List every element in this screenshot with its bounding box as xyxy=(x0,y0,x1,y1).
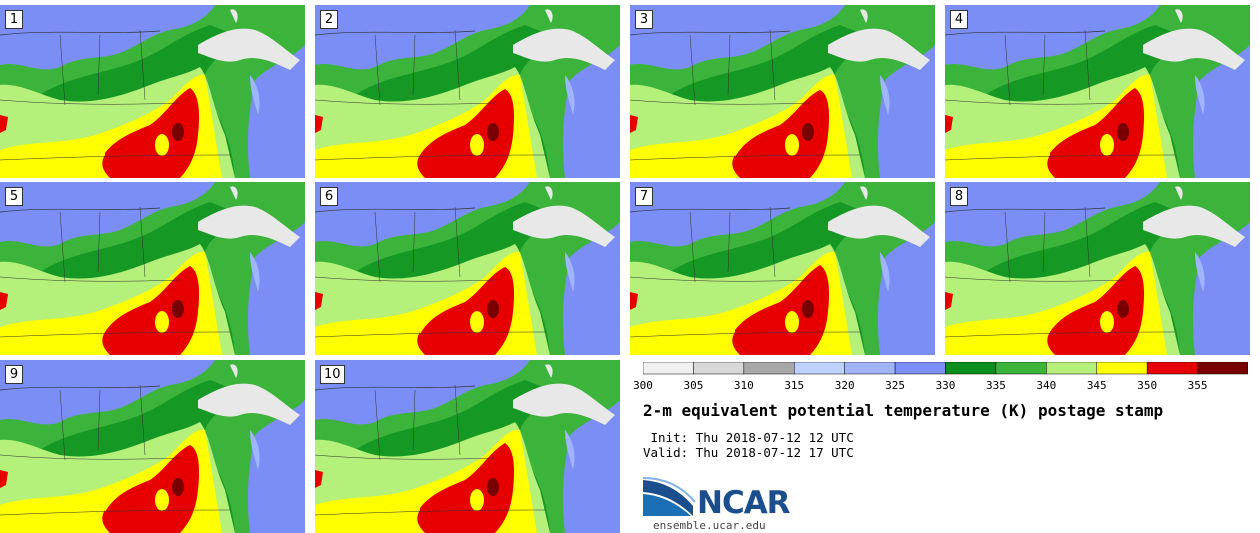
colorbar-tick-label: 300 xyxy=(633,379,653,392)
stamp-member-label: 9 xyxy=(5,365,23,384)
colorbar-tick-label: 345 xyxy=(1086,379,1107,392)
colorbar-segment xyxy=(743,362,795,375)
colorbar-segment xyxy=(995,362,1047,375)
init-time: Init: Thu 2018-07-12 12 UTC xyxy=(643,430,854,445)
colorbar-segment xyxy=(693,362,745,375)
stamp-member-label: 8 xyxy=(950,187,968,206)
ncar-logo-icon xyxy=(643,477,696,516)
colorbar-segment xyxy=(794,362,845,375)
colorbar-segment xyxy=(1146,362,1198,375)
postage-stamp-map: 7 xyxy=(630,182,935,355)
postage-stamp-map: 6 xyxy=(315,182,620,355)
stamp-member-label: 2 xyxy=(320,10,338,29)
colorbar-segment xyxy=(1096,362,1148,375)
postage-stamp-map: 2 xyxy=(315,5,620,178)
stamp-member-label: 4 xyxy=(950,10,968,29)
colorbar-segment xyxy=(1197,362,1248,375)
postage-stamp-map: 4 xyxy=(945,5,1250,178)
colorbar-tick-label: 330 xyxy=(935,379,956,392)
colorbar-tick-label: 340 xyxy=(1036,379,1057,392)
stamp-member-label: 10 xyxy=(320,365,345,384)
colorbar-tick-label: 350 xyxy=(1137,379,1158,392)
postage-stamp-map: 8 xyxy=(945,182,1250,355)
plot-title: 2-m equivalent potential temperature (K)… xyxy=(643,401,1164,420)
colorbar-segment xyxy=(844,362,896,375)
colorbar-segment xyxy=(894,362,946,375)
ncar-logo-word: NCAR xyxy=(697,485,791,521)
colorbar-segment xyxy=(643,362,694,375)
colorbar-segment xyxy=(945,362,997,375)
stamp-member-label: 3 xyxy=(635,10,653,29)
colorbar-tick-label: 315 xyxy=(784,379,805,392)
postage-stamp-map: 10 xyxy=(315,360,620,533)
stamp-member-label: 1 xyxy=(5,10,23,29)
colorbar-tick-label: 305 xyxy=(683,379,704,392)
colorbar-tick-label: 320 xyxy=(834,379,855,392)
colorbar-tick-label: 355 xyxy=(1187,379,1208,392)
postage-stamp-map: 1 xyxy=(0,5,305,178)
colorbar-tick-label: 325 xyxy=(885,379,906,392)
stamp-member-label: 5 xyxy=(5,187,23,206)
postage-stamp-map: 9 xyxy=(0,360,305,533)
stamp-member-label: 6 xyxy=(320,187,338,206)
postage-stamp-map: 3 xyxy=(630,5,935,178)
logo-url: ensemble.ucar.edu xyxy=(653,519,766,532)
postage-stamp-map: 5 xyxy=(0,182,305,355)
colorbar-tick-label: 335 xyxy=(985,379,1006,392)
valid-time: Valid: Thu 2018-07-12 17 UTC xyxy=(643,445,854,460)
colorbar-tick-label: 310 xyxy=(733,379,754,392)
stamp-member-label: 7 xyxy=(635,187,653,206)
colorbar xyxy=(643,362,1248,375)
colorbar-segment xyxy=(1046,362,1098,375)
